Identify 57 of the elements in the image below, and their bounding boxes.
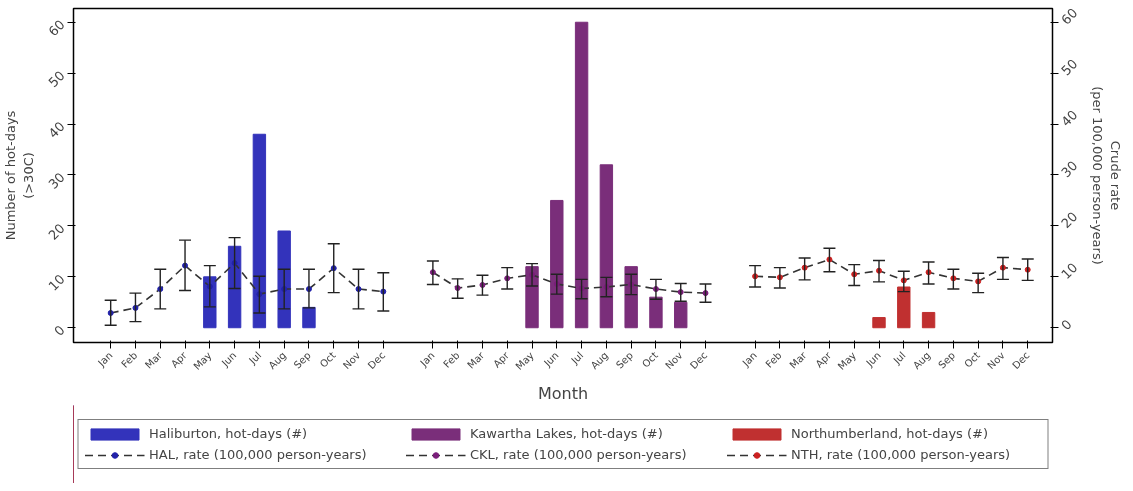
y2-tick-label: 0 [1058,316,1075,334]
y-tick-label: 60 [45,16,68,40]
legend-label: Haliburton, hot-days (#) [149,426,309,441]
x-tick-label: Apr [491,348,512,370]
x-tick-label: Jun [218,349,239,370]
x-tick-label: Jul [568,349,586,367]
legend-label: Kawartha Lakes, hot-days (#) [470,426,664,441]
x-tick-label: Dec [1010,349,1032,372]
y-tick-label: 50 [45,67,68,91]
x-tick-label: Feb [441,349,462,370]
x-tick-label: Oct [639,349,660,370]
x-tick-label: Jun [863,349,883,370]
y-tick-label: 40 [45,118,68,142]
x-tick-label: Sep [936,349,958,371]
y-tick-label: 30 [45,169,68,192]
y-axis-title: Number of hot-days (>30C) [3,110,37,241]
y-tick-label: 20 [45,220,68,243]
x-tick-label: Aug [910,349,933,372]
y2-tick-label: 50 [1058,56,1081,79]
x-tick-label: Jan [739,349,759,369]
x-tick-label: Aug [266,349,289,372]
x-tick-label: Sep [613,349,636,371]
x-tick-label: Sep [291,349,313,371]
x-tick-label: Mar [787,348,810,371]
x-tick-label: Aug [588,349,611,372]
x-tick-label: Feb [119,349,140,370]
x-tick-label: Feb [763,349,784,370]
x-tick-label: Dec [365,349,388,372]
y2-tick-label: 10 [1058,259,1081,283]
legend-label: CKL, rate (100,000 person-years) [470,447,688,462]
legend-label: Northumberland, hot-days (#) [791,426,990,441]
x-tick-label: Jul [246,349,264,367]
legend-label: HAL, rate (100,000 person-years) [149,447,368,462]
x-tick-label: Nov [340,349,363,372]
x-tick-label: Oct [317,349,338,370]
y2-axis-title: Crude rate (per 100,000 person-years) [1089,86,1123,265]
x-tick-label: Jul [890,349,908,367]
x-tick-label: Mar [143,348,165,371]
x-tick-label: Apr [813,348,834,370]
y2-tick-label: 30 [1058,157,1081,181]
legend-label: NTH, rate (100,000 person-years) [791,447,1012,462]
y2-tick-label: 40 [1058,107,1081,130]
x-tick-label: May [191,349,214,372]
x-tick-label: Mar [465,348,487,371]
x-tick-label: Oct [962,349,983,370]
y2-tick-label: 60 [1058,5,1081,28]
x-tick-label: Nov [663,349,685,372]
x-tick-label: Jan [95,349,115,369]
x-tick-label: Nov [985,349,1007,372]
x-axis-title: Month [537,383,589,403]
y-tick-label: 0 [51,322,68,339]
x-tick-label: Jan [417,349,437,369]
x-tick-label: Jun [541,349,561,370]
x-tick-label: Apr [168,348,190,370]
y-tick-label: 10 [45,271,68,294]
x-tick-label: Dec [687,349,710,372]
y2-tick-label: 20 [1058,208,1081,232]
